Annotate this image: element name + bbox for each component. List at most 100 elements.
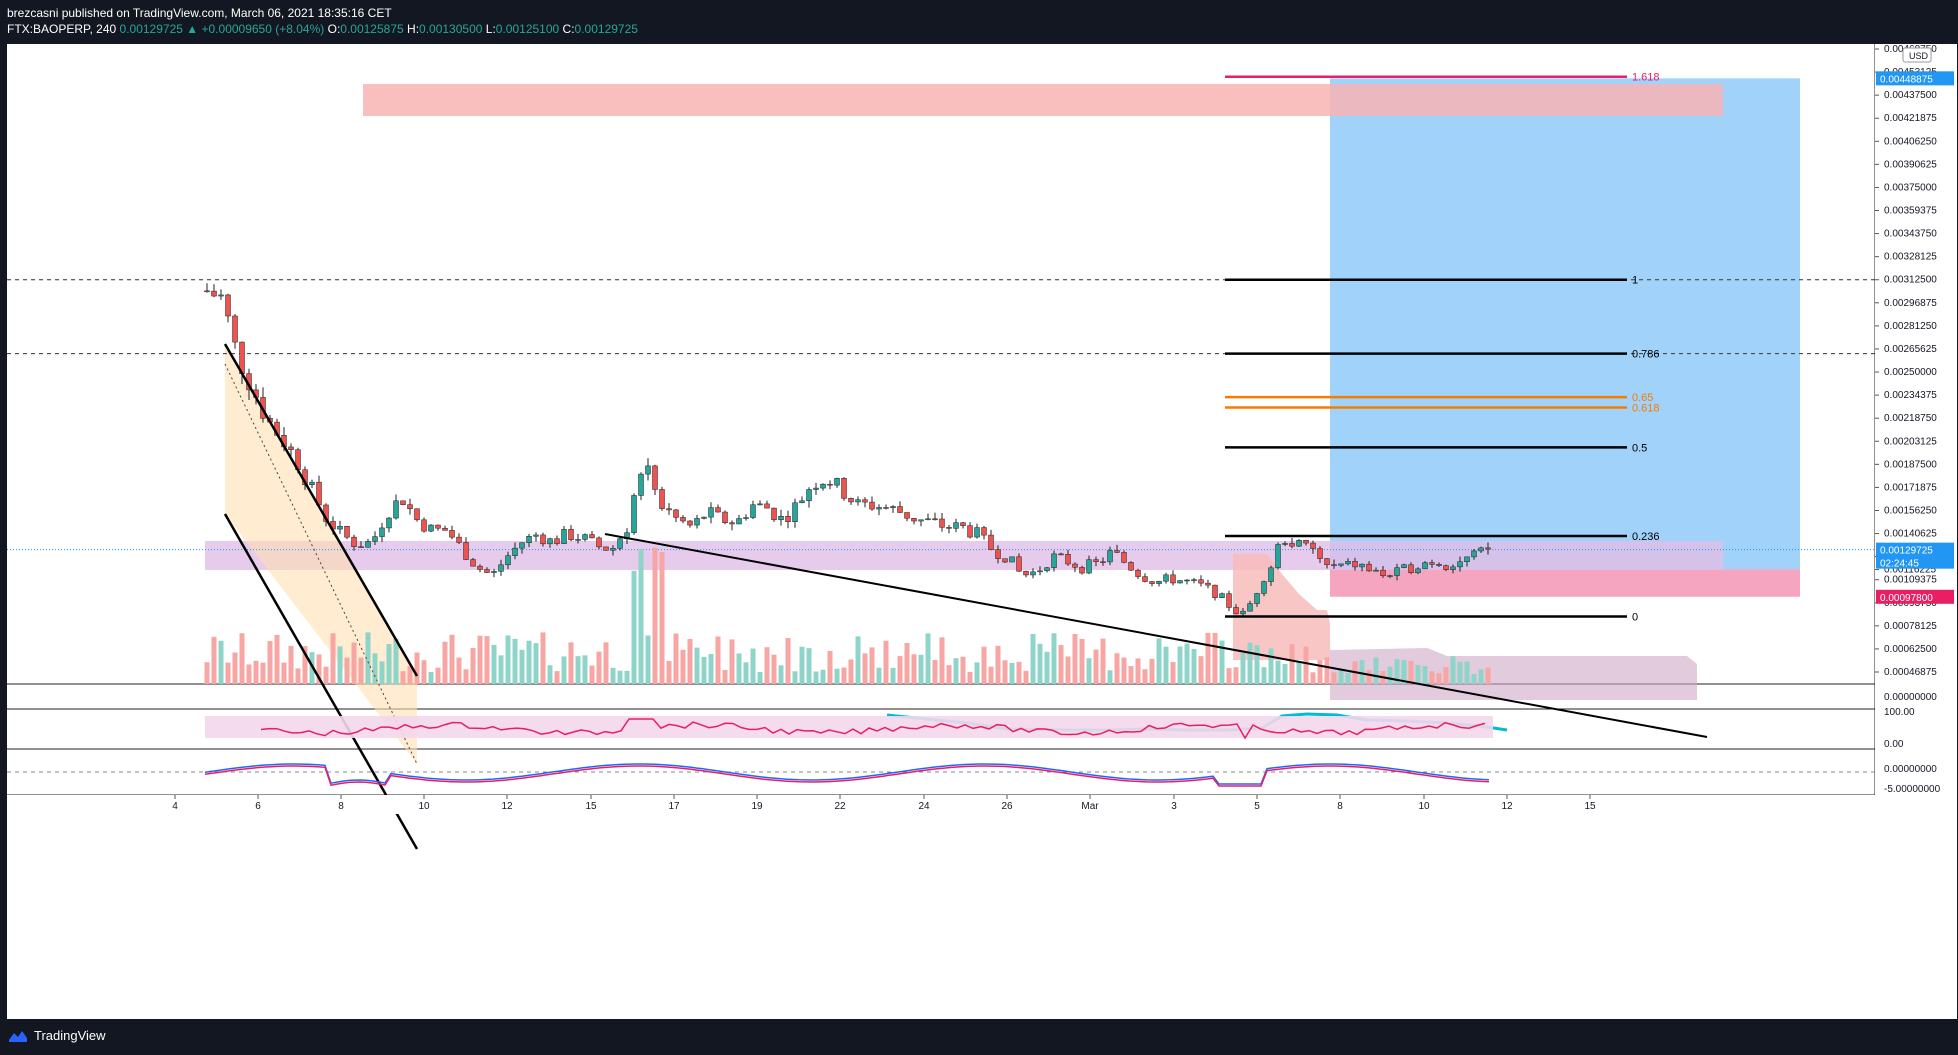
take-profit-zone <box>1330 78 1800 570</box>
open-value: 0.00125875 <box>340 22 404 36</box>
volume-bar <box>771 654 777 684</box>
time-axis[interactable]: 4 6 8 10 12 15 17 19 22 24 26 Mar 3 5 8 10 12 15 <box>7 795 1957 814</box>
footer-bar: TradingView <box>0 1019 1958 1055</box>
volume-bar <box>1296 661 1302 684</box>
volume-bar <box>463 669 469 684</box>
candle-body <box>1310 542 1316 549</box>
time-label: 3 <box>1171 801 1177 812</box>
candle-body <box>428 524 434 532</box>
candle-body <box>1016 556 1022 572</box>
volume-bar <box>820 669 826 684</box>
volume-bar <box>1310 672 1316 684</box>
time-label: 15 <box>585 801 597 812</box>
volume-bar <box>1198 656 1204 684</box>
price-axis[interactable]: 0.004687500.004531250.004375000.00421875… <box>1875 44 1957 814</box>
volume-bar <box>232 652 238 684</box>
volume-bar <box>813 671 819 684</box>
volume-bar <box>911 654 917 684</box>
candle-body <box>1177 580 1183 584</box>
volume-bar <box>421 660 427 684</box>
volume-bar <box>1268 648 1274 684</box>
volume-bar <box>1240 653 1246 684</box>
volume-bar <box>988 666 994 684</box>
candle-body <box>1324 558 1330 565</box>
candle-body <box>890 506 896 509</box>
volume-bar <box>246 664 252 684</box>
volume-bar <box>1135 658 1141 684</box>
volume-bar <box>946 665 952 684</box>
candle-body <box>1331 564 1337 566</box>
price-label: 0.00203125 <box>1884 436 1937 447</box>
volume-bar <box>414 652 420 684</box>
volume-bar <box>561 656 567 684</box>
volume-bar <box>708 654 714 684</box>
candle-body <box>1485 547 1491 550</box>
volume-bar <box>288 645 294 684</box>
volume-bar <box>1408 660 1414 684</box>
candle-body <box>470 559 476 567</box>
candle-body <box>841 478 847 499</box>
volume-bar <box>512 638 518 684</box>
time-label: Mar <box>1081 801 1099 812</box>
volume-bar <box>806 648 812 684</box>
candle-body <box>617 538 623 549</box>
candle-body <box>757 503 763 506</box>
volume-bar <box>736 653 742 684</box>
candle-body <box>582 534 588 540</box>
candle-body <box>407 504 413 510</box>
brand-name: TradingView <box>34 1028 106 1043</box>
price-label: 0.00140625 <box>1884 529 1937 540</box>
volume-bar <box>1275 660 1281 684</box>
candle-body <box>379 527 385 537</box>
volume-bar <box>631 570 637 684</box>
volume-bar <box>1051 633 1057 684</box>
volume-bar <box>1002 660 1008 684</box>
candle-body <box>659 489 665 509</box>
candle-body <box>785 516 791 522</box>
volume-bar <box>554 671 560 684</box>
candle-body <box>1072 563 1078 568</box>
candle-body <box>701 516 707 519</box>
price-label: 0.00062500 <box>1884 644 1937 655</box>
volume-bar <box>1107 670 1113 684</box>
volume-bar <box>1254 645 1260 684</box>
macd-pane <box>7 763 1875 787</box>
candle-body <box>855 499 861 503</box>
price-tag-stop-bg <box>1876 589 1954 604</box>
candle-body <box>988 534 994 550</box>
price-label: 0.00390625 <box>1884 159 1937 170</box>
candle-body <box>771 507 777 521</box>
symbol-label[interactable]: FTX:BAOPERP, 240 <box>7 22 117 36</box>
volume-bar <box>757 671 763 684</box>
candle-body <box>1359 563 1365 568</box>
candle-body <box>1380 569 1386 577</box>
volume-bar <box>540 632 546 684</box>
volume-bar <box>274 634 280 684</box>
volume-bar <box>239 633 245 684</box>
price-label: 0.00234375 <box>1884 390 1937 401</box>
volume-bar <box>225 662 231 684</box>
volume-bar <box>1100 638 1106 684</box>
price-label: 0.00116225 <box>1884 565 1937 576</box>
price-label: 0.00250000 <box>1884 367 1937 378</box>
candle-body <box>1394 567 1400 576</box>
tradingview-logo[interactable]: TradingView <box>8 1028 106 1043</box>
candle-body <box>687 520 693 526</box>
candle-body <box>974 527 980 538</box>
candle-body <box>456 536 462 543</box>
candle-body <box>680 517 686 522</box>
volume-bar <box>358 657 364 684</box>
candle-body <box>883 507 889 509</box>
candle-body <box>1408 564 1414 574</box>
volume-bar <box>1233 667 1239 684</box>
volume-bar <box>960 656 966 684</box>
volume-bar <box>204 662 210 684</box>
volume-bar <box>1023 670 1029 684</box>
candle-body <box>526 536 532 543</box>
candle-body <box>561 529 567 544</box>
volume-bar <box>519 649 525 684</box>
candle-body <box>960 522 966 526</box>
price-label: 0.00343750 <box>1884 229 1937 240</box>
